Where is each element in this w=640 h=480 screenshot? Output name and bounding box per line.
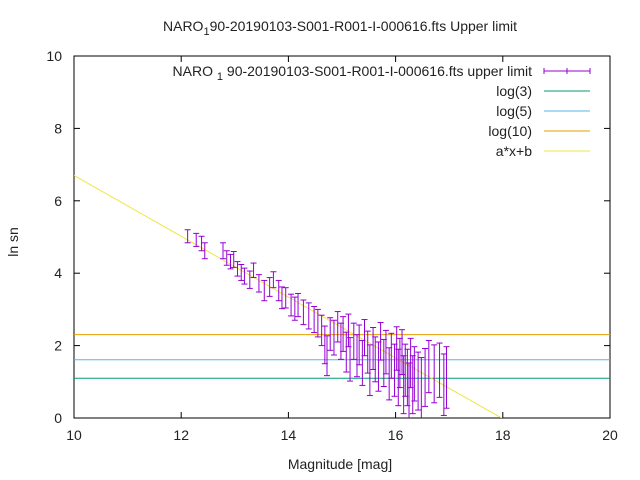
title-prefix: NARO — [163, 18, 204, 34]
data-point — [270, 271, 277, 289]
title-subscript: 1 — [203, 26, 209, 38]
data-point — [382, 329, 389, 375]
y-tick-label: 0 — [54, 410, 62, 426]
data-point — [288, 293, 295, 317]
legend-label: log(5) — [496, 103, 532, 119]
data-point — [361, 319, 368, 357]
legend-entry: a*x+b — [496, 143, 590, 159]
data-point — [431, 344, 438, 404]
data-point — [443, 346, 450, 409]
legend-label-suffix: 90-20190103-S001-R001-I-000616.fts upper… — [223, 63, 532, 79]
data-point — [440, 353, 447, 416]
chart-title: NARO190-20190103-S001-R001-I-000616.fts … — [163, 18, 517, 38]
data-point — [425, 340, 432, 394]
data-point — [422, 347, 429, 407]
data-point — [250, 262, 257, 279]
data-point — [318, 314, 325, 347]
x-tick-label: 18 — [495, 427, 511, 443]
x-tick-label: 12 — [173, 427, 189, 443]
legend-label: NARO 1 90-20190103-S001-R001-I-000616.ft… — [173, 63, 533, 83]
data-point — [436, 342, 443, 398]
data-point — [220, 242, 227, 260]
x-tick-label: 16 — [388, 427, 404, 443]
x-tick-label: 10 — [66, 427, 82, 443]
data-point — [411, 346, 418, 402]
data-point — [266, 277, 273, 297]
data-point — [330, 319, 337, 356]
data-point — [234, 261, 241, 277]
data-point — [198, 235, 205, 252]
y-tick-label: 6 — [54, 193, 62, 209]
legend-entry: NARO 1 90-20190103-S001-R001-I-000616.ft… — [173, 63, 591, 83]
data-point — [278, 286, 285, 310]
data-point — [223, 250, 230, 266]
legend-label-prefix: NARO — [173, 63, 217, 79]
data-point — [305, 302, 312, 330]
data-point — [291, 296, 298, 321]
data-point — [350, 322, 357, 360]
data-point — [347, 337, 354, 382]
data-point — [295, 292, 302, 318]
y-tick-label: 2 — [54, 338, 62, 354]
data-point — [372, 336, 379, 383]
data-point — [230, 250, 237, 268]
data-point — [327, 317, 334, 351]
data-point — [334, 311, 341, 343]
data-point — [238, 264, 245, 281]
y-axis-label: ln sn — [5, 227, 21, 257]
plot-area — [74, 175, 610, 418]
data-point — [311, 306, 318, 334]
data-point — [255, 274, 262, 293]
data-point — [246, 270, 253, 289]
data-point — [388, 332, 395, 379]
x-axis-label: Magnitude [mag] — [288, 456, 392, 472]
legend-entry: log(5) — [496, 103, 590, 119]
data-point — [323, 335, 330, 377]
data-point — [282, 287, 289, 309]
fit-line — [74, 175, 503, 418]
data-point — [275, 279, 282, 302]
legend-label: a*x+b — [496, 143, 532, 159]
x-tick-label: 14 — [281, 427, 297, 443]
data-point — [340, 316, 347, 352]
y-tick-label: 4 — [54, 265, 62, 281]
x-tick-label: 20 — [602, 427, 618, 443]
data-point — [415, 351, 422, 411]
legend-label-subscript: 1 — [217, 71, 223, 83]
legend-label: log(3) — [496, 83, 532, 99]
y-tick-label: 8 — [54, 120, 62, 136]
data-point — [193, 232, 200, 247]
data-point — [201, 242, 208, 260]
data-point — [377, 321, 384, 361]
legend-label: log(10) — [488, 123, 532, 139]
data-point — [314, 308, 321, 338]
data-point — [300, 299, 307, 326]
data-point — [356, 324, 363, 366]
plot-border — [73, 55, 611, 419]
legend-entry: log(3) — [496, 83, 590, 99]
data-point — [418, 357, 425, 418]
axes: 10 12 14 16 18 20 0 2 4 6 8 10 — [46, 48, 618, 443]
data-point — [261, 279, 268, 302]
data-point — [227, 253, 234, 270]
data-point — [184, 229, 191, 244]
y-tick-label: 10 — [46, 48, 62, 64]
title-suffix: 90-20190103-S001-R001-I-000616.fts Upper… — [210, 18, 518, 34]
data-point — [241, 267, 248, 285]
series-layer — [74, 175, 610, 418]
data-point — [366, 344, 373, 397]
legend-entry: log(10) — [488, 123, 590, 139]
legend: NARO 1 90-20190103-S001-R001-I-000616.ft… — [173, 63, 591, 159]
